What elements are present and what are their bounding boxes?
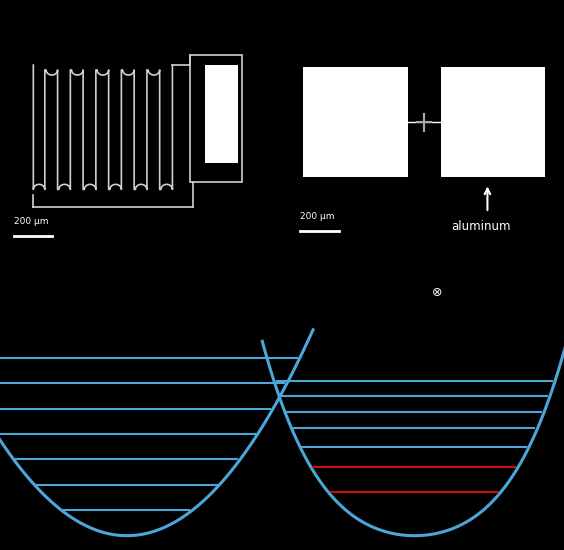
Bar xyxy=(303,67,408,178)
Text: aluminum: aluminum xyxy=(452,220,511,233)
Text: ⊗: ⊗ xyxy=(432,286,442,299)
Text: 200 μm: 200 μm xyxy=(14,217,49,227)
Bar xyxy=(190,55,243,183)
Bar xyxy=(205,65,238,163)
Text: 200 μm: 200 μm xyxy=(300,212,335,222)
Bar xyxy=(440,67,545,178)
